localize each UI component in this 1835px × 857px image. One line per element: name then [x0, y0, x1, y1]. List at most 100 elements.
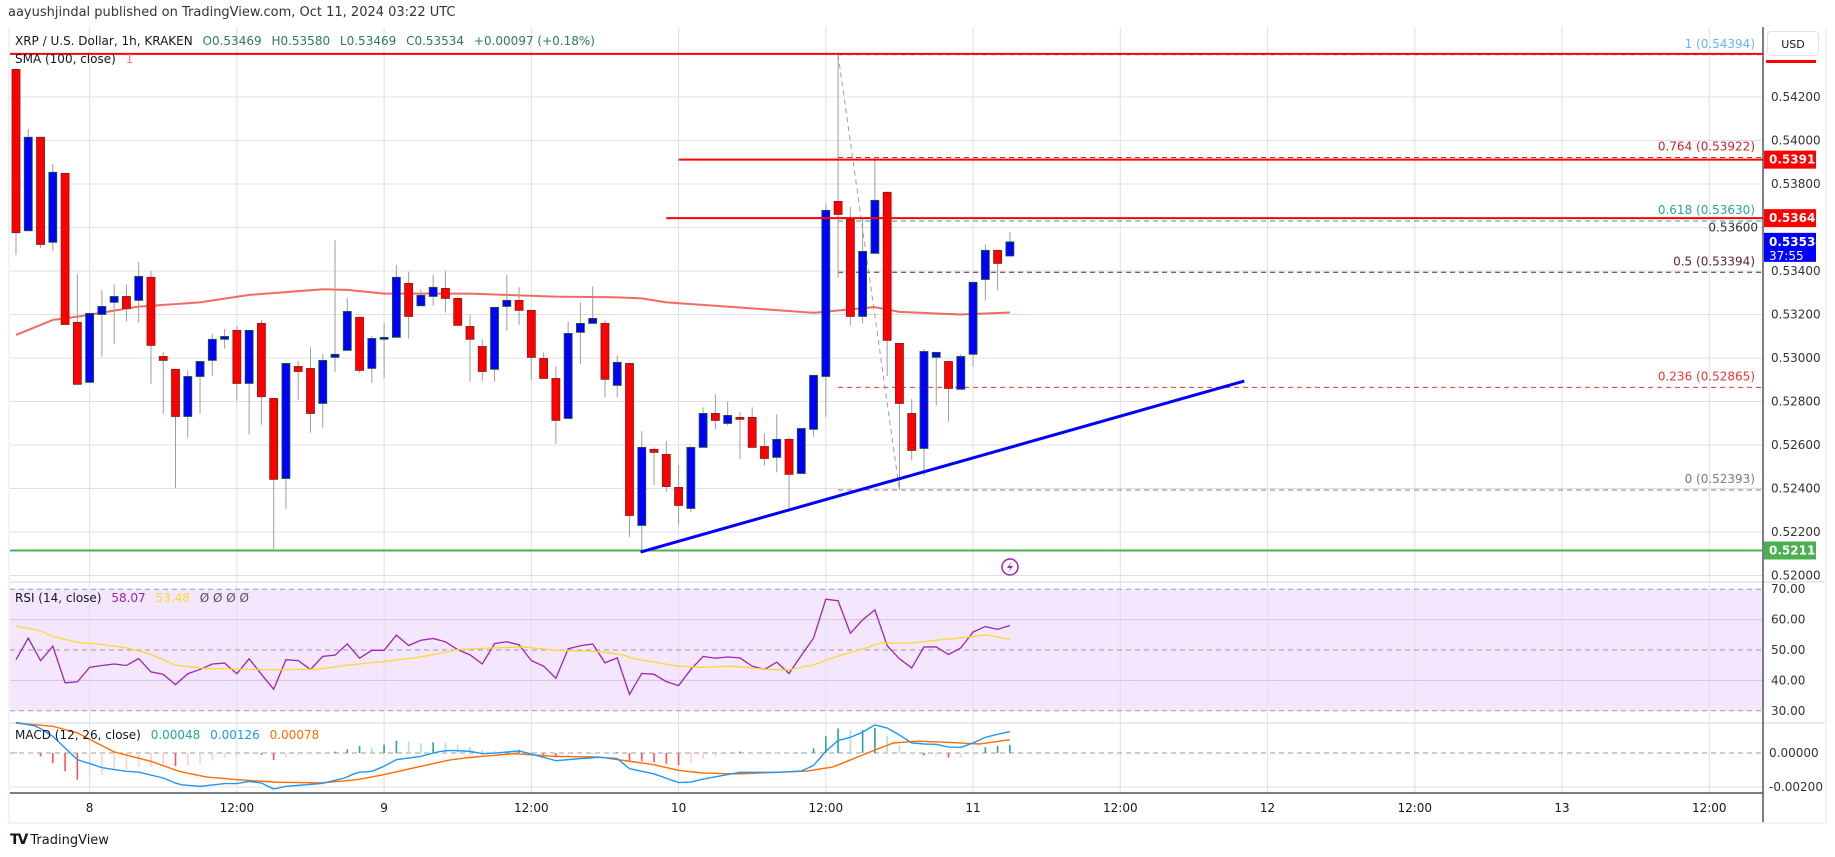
time-axis-label: 12:00	[1692, 801, 1727, 815]
macd-histogram-bar	[579, 753, 582, 755]
candle-down	[551, 378, 561, 421]
rsi-axis-label: 30.00	[1771, 704, 1805, 718]
candle-up	[318, 359, 328, 404]
candle-up	[698, 413, 708, 448]
price-axis-label: 0.53000	[1771, 351, 1821, 365]
rsi-pane	[15, 598, 1011, 696]
macd-histogram-bar	[358, 745, 361, 753]
macd-histogram-bar	[162, 753, 165, 766]
macd-histogram-bar	[334, 751, 336, 753]
macd-histogram-bar	[223, 753, 226, 758]
macd-legend[interactable]: MACD (12, 26, close) 0.00048 0.00126 0.0…	[15, 728, 325, 742]
price-tag	[1764, 232, 1816, 262]
candle-up	[97, 306, 107, 315]
high-value: H0.53580	[271, 34, 331, 48]
price-tag-value: 0.53912	[1769, 153, 1824, 167]
candle-up	[870, 199, 880, 254]
macd-histogram-bar	[690, 753, 692, 764]
candle-down	[441, 287, 450, 299]
symbol-title: XRP / U.S. Dollar, 1h, KRAKEN	[15, 34, 193, 48]
candle-down	[674, 487, 683, 506]
price-axis-label: 0.53200	[1771, 308, 1821, 322]
time-axis-label: 9	[380, 801, 388, 815]
candle-up	[956, 356, 966, 390]
time-axis-label: 12:00	[1397, 801, 1432, 815]
macd-signal-value: 0.00078	[269, 728, 320, 742]
candle-down	[539, 358, 549, 379]
sma-100-layer	[15, 288, 1010, 336]
macd-histogram-bar	[616, 752, 619, 753]
macd-histogram-bar	[285, 753, 287, 757]
macd-histogram-bar	[825, 736, 827, 753]
macd-histogram-bar	[137, 753, 140, 767]
candle-down	[784, 438, 794, 475]
candle-down	[710, 413, 720, 421]
trendline-layer[interactable]	[640, 379, 1245, 554]
macd-histogram-bar	[444, 742, 447, 753]
candle-up	[281, 363, 291, 479]
fib-level-label: 1 (0.54394)	[1685, 37, 1755, 51]
candle-down	[907, 413, 917, 451]
candle-down	[649, 448, 659, 453]
horizontal-lines[interactable]	[10, 52, 1816, 552]
candle-down	[60, 172, 70, 325]
macd-histogram-bar	[297, 753, 300, 756]
rsi-ma-value: 53.48	[155, 591, 190, 605]
macd-histogram-bar	[1009, 744, 1011, 753]
candle-up	[367, 338, 377, 369]
macd-histogram-bar	[113, 753, 115, 771]
price-axis-label: 0.53400	[1771, 264, 1821, 278]
candle-down	[735, 416, 745, 420]
macd-histogram-bar	[395, 740, 398, 753]
tradingview-logo[interactable]: TV TradingView	[10, 832, 109, 848]
macd-histogram-bar	[371, 747, 373, 753]
macd-histogram-bar	[861, 730, 864, 753]
macd-histogram-bar	[199, 753, 201, 764]
candle-up	[821, 209, 831, 377]
symbol-legend[interactable]: XRP / U.S. Dollar, 1h, KRAKEN O0.53469 H…	[15, 34, 601, 48]
sma-legend[interactable]: SMA (100, close) 1	[15, 52, 139, 66]
change-value: +0.00097 (+0.18%)	[473, 34, 595, 48]
macd-histogram-bar	[726, 753, 729, 754]
tv-logo-icon: TV	[10, 832, 28, 848]
macd-histogram-bar	[714, 753, 717, 757]
rsi-value: 58.07	[111, 591, 146, 605]
macd-histogram-bar	[432, 742, 434, 753]
macd-histogram-bar	[530, 752, 533, 753]
fib-trend-line	[837, 54, 900, 491]
candle-up	[428, 286, 438, 297]
candle-up	[576, 323, 585, 333]
candle-up	[968, 281, 978, 355]
macd-histogram-bar	[739, 751, 741, 753]
candle-down	[293, 366, 303, 372]
fib-level-label: 0.764 (0.53922)	[1658, 139, 1755, 153]
macd-histogram-bar	[898, 745, 901, 753]
candle-up	[183, 376, 193, 417]
rsi-legend[interactable]: RSI (14, close) 58.07 53.48 Ø Ø Ø Ø	[15, 591, 255, 605]
price-axis-label: 0.54200	[1771, 90, 1821, 104]
candle-down	[453, 298, 463, 326]
candle-down	[845, 219, 855, 317]
candle-up	[244, 329, 254, 384]
price-tag	[1764, 209, 1816, 228]
candle-up	[637, 446, 647, 526]
candle-down	[760, 446, 769, 459]
macd-histogram-bar	[420, 743, 422, 753]
time-axis-label: 10	[671, 801, 686, 815]
candle-up	[48, 171, 58, 243]
macd-histogram-bar	[125, 753, 128, 770]
macd-histogram-bar	[493, 750, 496, 753]
candle-down	[993, 249, 1002, 264]
candle-up	[588, 318, 598, 324]
sma-100-line	[15, 288, 1010, 336]
candle-up	[772, 438, 782, 458]
rsi-ma-line	[15, 625, 1010, 671]
price-tag	[1764, 150, 1816, 169]
candle-up	[23, 136, 33, 232]
lightning-icon[interactable]	[1001, 558, 1019, 576]
macd-histogram-bar	[923, 753, 925, 756]
currency-button[interactable]: USD	[1767, 31, 1819, 56]
sma-value: 1	[125, 52, 134, 66]
candle-up	[858, 251, 868, 317]
